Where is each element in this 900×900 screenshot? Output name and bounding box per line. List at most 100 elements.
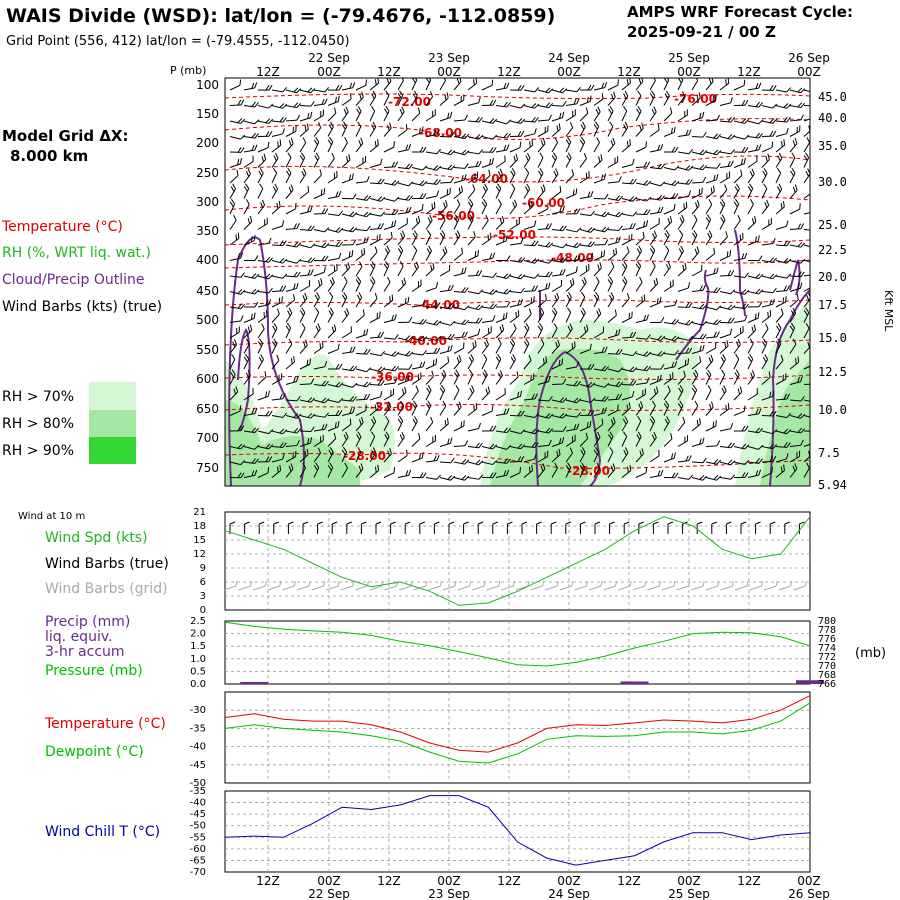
wind-barb	[691, 369, 699, 385]
wind-barb-grid	[749, 580, 764, 591]
top-time-axis: 12Z 00Z 12Z 00Z 12Z 00Z 12Z 00Z 12Z 00Z …	[256, 51, 830, 79]
wind-barb	[411, 472, 427, 479]
wind-barb	[495, 183, 502, 199]
wind-barb	[271, 257, 288, 264]
wind-barb-10m	[375, 521, 382, 534]
wind-barb	[299, 185, 310, 199]
wind-barb	[789, 282, 803, 292]
wind-barb	[635, 196, 652, 202]
wind-barb	[439, 400, 447, 416]
wind-barb	[705, 401, 714, 416]
wind-barb-10m	[463, 521, 469, 534]
wind-barb	[313, 323, 321, 339]
wind-barb	[257, 323, 265, 339]
wind-barb	[579, 252, 594, 261]
wind-barb	[565, 208, 581, 215]
wind-barb	[803, 260, 810, 263]
wind-barb	[663, 245, 670, 261]
wind-barb	[481, 443, 498, 450]
wind-barb	[775, 296, 787, 308]
wind-barb	[299, 358, 311, 370]
wind-barb	[677, 435, 689, 447]
wind-barb	[523, 103, 540, 109]
wind-barb	[355, 247, 366, 261]
height-tick-label: 40.0	[818, 111, 847, 125]
wind-barb	[495, 301, 511, 308]
wind-barb	[425, 281, 438, 292]
wind-barb	[425, 245, 432, 261]
wind-barb	[229, 460, 246, 466]
wind-barb	[495, 82, 510, 91]
wind-barb	[411, 400, 418, 416]
cloud-outline-right-b	[769, 289, 810, 486]
wind-barb	[677, 455, 692, 463]
wind-barb-grid	[472, 580, 486, 591]
wind-barb	[705, 114, 720, 122]
wind-barb	[411, 452, 424, 463]
wind-barb	[635, 401, 644, 416]
wind-barb	[775, 127, 789, 137]
wind-barb	[257, 287, 273, 294]
wind-barb	[327, 291, 334, 308]
wind-barb	[523, 354, 532, 370]
ytick-label: 9	[200, 563, 206, 574]
wind-barb-10m	[740, 521, 747, 534]
wind-barb	[341, 382, 358, 388]
wind-barb	[383, 401, 392, 416]
wind-barb	[593, 137, 600, 153]
wind-barb	[285, 125, 297, 137]
wind-barb	[733, 252, 748, 261]
wind-barb	[621, 158, 635, 168]
wind-barb	[355, 106, 362, 122]
wind-barb	[705, 459, 722, 465]
ytick-label: -30	[190, 705, 206, 716]
wind-barb-grid	[384, 580, 399, 591]
wind-barb	[649, 469, 664, 478]
wind-barb	[509, 410, 525, 417]
wind-barb-10m	[360, 521, 367, 534]
wind-barb	[481, 369, 488, 385]
wind-barb	[537, 338, 545, 354]
wind-barb	[719, 198, 726, 215]
wind-barb	[719, 369, 726, 385]
rh-legend-80: RH > 80%	[2, 416, 74, 432]
wind-barb	[663, 165, 680, 171]
wind-barb	[733, 472, 749, 478]
wind-barb	[635, 122, 644, 137]
top-hour-label: 12Z	[737, 65, 761, 79]
wind-barb	[341, 154, 351, 168]
wind-barb	[579, 153, 587, 168]
wind-barb	[677, 370, 686, 385]
wind-barb	[537, 241, 554, 248]
isotherm-line	[225, 403, 810, 411]
wind-barb	[383, 467, 396, 478]
wind-barb	[593, 291, 600, 308]
wind-barb	[537, 223, 552, 230]
wind-barb	[285, 271, 301, 278]
ytick-label: 15	[193, 535, 206, 546]
wind-barb	[229, 158, 243, 168]
precip-label-accum: 3-hr accum	[45, 644, 125, 660]
wind-barb	[761, 103, 778, 109]
wind-barb	[537, 125, 549, 137]
wind-barb	[439, 111, 453, 122]
ytick-label: 0.0	[190, 679, 206, 690]
wind-barb	[397, 181, 414, 187]
wind-panel-frame	[224, 511, 811, 611]
wind-barb	[369, 158, 383, 168]
wind-barb	[299, 292, 308, 308]
wind-barb	[369, 121, 377, 137]
wind-barb	[775, 103, 792, 109]
wind-barb	[369, 196, 386, 202]
wind-barb	[789, 463, 798, 478]
pressure-tick-label: 778	[818, 625, 836, 636]
ytick-label: -55	[190, 832, 206, 843]
wind-barb	[523, 285, 539, 292]
wind-barb	[243, 469, 258, 478]
wind-barb	[341, 326, 352, 339]
wind-barb	[509, 287, 525, 294]
wind-barb	[537, 203, 549, 215]
wind-barb	[523, 183, 531, 199]
wind-barb	[257, 354, 264, 370]
wind-barb	[299, 437, 313, 447]
